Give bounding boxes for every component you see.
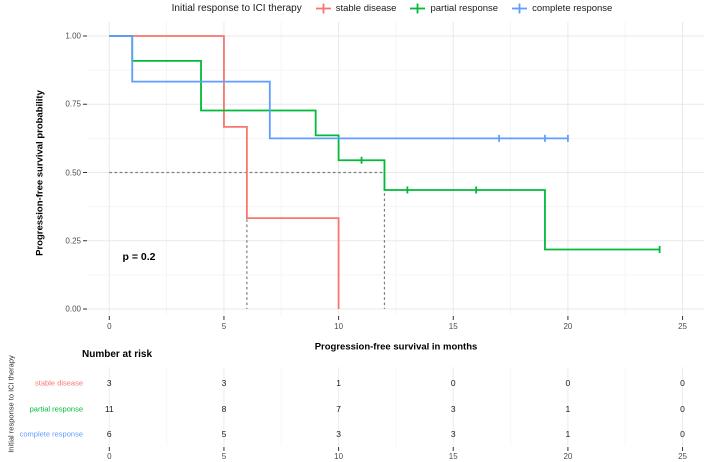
risk-count: 1 bbox=[565, 403, 571, 414]
y-tick-label: 0.75 bbox=[65, 99, 81, 109]
risk-count: 5 bbox=[221, 429, 227, 439]
legend-title: Initial response to ICI therapy bbox=[171, 3, 302, 14]
risk-x-tick-label: 20 bbox=[563, 452, 573, 461]
legend-item-partial-response: partial response bbox=[409, 2, 498, 15]
risk-count: 0 bbox=[680, 429, 685, 439]
x-axis-label: Progression-free survival in months bbox=[314, 341, 478, 353]
risk-table-title: Number at risk bbox=[82, 349, 153, 360]
risk-row-label-partial-response: partial response bbox=[29, 404, 83, 413]
x-tick-label: 5 bbox=[221, 322, 227, 331]
y-tick-label: 0.25 bbox=[65, 236, 81, 246]
risk-count: 0 bbox=[680, 378, 685, 388]
x-tick-label: 25 bbox=[678, 322, 687, 331]
survival-curve-stable-disease bbox=[109, 35, 340, 309]
risk-count: 3 bbox=[106, 378, 112, 388]
risk-count: 7 bbox=[336, 403, 341, 414]
risk-x-tick-label: 10 bbox=[334, 452, 344, 461]
risk-count: 11 bbox=[104, 403, 114, 414]
x-tick-label: 15 bbox=[448, 322, 458, 331]
y-axis-label: Progression-free survival probability bbox=[34, 90, 46, 256]
x-tick-label: 0 bbox=[107, 322, 112, 331]
risk-count: 1 bbox=[565, 429, 571, 439]
legend-item-label: complete response bbox=[532, 3, 613, 14]
legend-item-complete-response: complete response bbox=[511, 2, 612, 15]
risk-row-label-complete-response: complete response bbox=[19, 429, 83, 439]
risk-count: 3 bbox=[450, 429, 456, 439]
risk-x-tick-label: 25 bbox=[678, 452, 687, 461]
y-tick-label: 1.00 bbox=[65, 31, 81, 41]
risk-count: 6 bbox=[106, 429, 112, 439]
risk-x-tick-label: 0 bbox=[107, 452, 112, 461]
legend-item-stable-disease: stable disease bbox=[315, 2, 397, 15]
risk-count: 0 bbox=[565, 378, 571, 388]
legend-item-label: stable disease bbox=[335, 3, 397, 14]
legend-item-label: partial response bbox=[430, 3, 499, 14]
complete-response-key-icon bbox=[512, 3, 528, 14]
survival-curve-partial-response bbox=[109, 35, 660, 251]
x-tick-label: 10 bbox=[334, 322, 344, 331]
y-tick-label: 0.50 bbox=[65, 168, 81, 177]
survival-curve-complete-response bbox=[109, 35, 568, 140]
risk-x-tick-label: 5 bbox=[221, 452, 227, 461]
risk-count: 1 bbox=[336, 378, 341, 388]
risk-count: 0 bbox=[450, 378, 456, 388]
risk-count: 0 bbox=[680, 403, 685, 414]
p-value-annotation: p = 0.2 bbox=[122, 251, 156, 263]
risk-count: 8 bbox=[221, 403, 227, 414]
partial-response-key-icon bbox=[410, 3, 426, 14]
risk-count: 3 bbox=[221, 378, 227, 388]
risk-table-axis-label: Initial response to ICI therapy bbox=[6, 355, 16, 453]
stable-disease-key-icon bbox=[315, 3, 331, 14]
risk-count: 3 bbox=[450, 403, 456, 414]
risk-count: 3 bbox=[336, 429, 341, 439]
risk-row-label-stable-disease: stable disease bbox=[35, 378, 83, 388]
y-tick-label: 0.00 bbox=[65, 304, 81, 314]
risk-x-tick-label: 15 bbox=[448, 452, 458, 461]
x-tick-label: 20 bbox=[563, 322, 573, 331]
legend: Initial response to ICI therapy stable d… bbox=[80, 0, 704, 17]
